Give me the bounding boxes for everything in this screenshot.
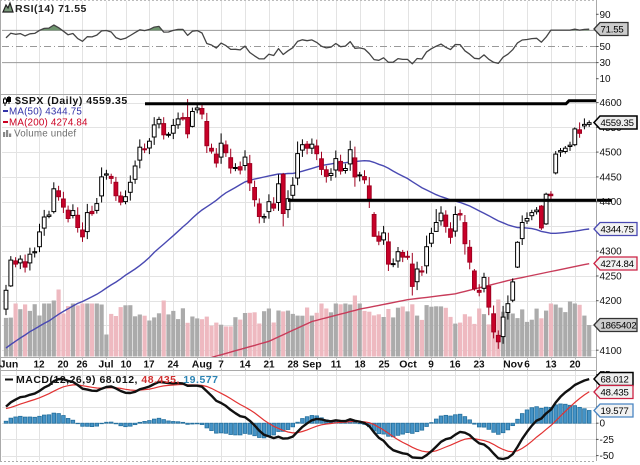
svg-text:12: 12 xyxy=(33,360,45,371)
svg-text:18: 18 xyxy=(354,360,366,371)
svg-text:Nov: Nov xyxy=(503,359,523,371)
svg-text:19.577: 19.577 xyxy=(601,406,629,417)
svg-text:16: 16 xyxy=(449,360,461,371)
svg-text:4300: 4300 xyxy=(600,247,623,258)
svg-text:Volume undef: Volume undef xyxy=(14,129,76,140)
svg-text:4400: 4400 xyxy=(600,197,623,208)
svg-text:13: 13 xyxy=(545,360,557,371)
svg-text:30: 30 xyxy=(600,58,612,69)
svg-text:4344.75: 4344.75 xyxy=(601,224,634,235)
svg-text:9: 9 xyxy=(428,360,434,371)
svg-text:21: 21 xyxy=(263,360,275,371)
svg-text:4450: 4450 xyxy=(600,172,623,183)
svg-text:71.55: 71.55 xyxy=(601,24,624,35)
svg-text:14: 14 xyxy=(239,360,251,371)
svg-text:4200: 4200 xyxy=(600,296,623,307)
svg-text:6: 6 xyxy=(524,360,530,371)
svg-text:17: 17 xyxy=(143,360,155,371)
svg-text:26: 26 xyxy=(76,360,88,371)
svg-text:4100: 4100 xyxy=(600,346,623,357)
svg-text:Aug: Aug xyxy=(192,359,212,371)
svg-text:10: 10 xyxy=(120,360,132,371)
svg-text:MACD(12,26,9) 68.012, 48.435,: MACD(12,26,9) 68.012, 48.435, 19.577 xyxy=(16,374,218,386)
svg-text:68.012: 68.012 xyxy=(601,374,629,385)
svg-text:MA(50) 4344.75: MA(50) 4344.75 xyxy=(9,107,82,118)
svg-text:4500: 4500 xyxy=(600,148,623,159)
svg-text:20: 20 xyxy=(569,360,581,371)
svg-text:28: 28 xyxy=(287,360,299,371)
svg-text:90: 90 xyxy=(600,10,612,21)
svg-text:4250: 4250 xyxy=(600,272,623,283)
svg-text:Jun: Jun xyxy=(0,359,18,371)
svg-text:Jul: Jul xyxy=(98,359,113,371)
svg-text:23: 23 xyxy=(473,360,485,371)
svg-text:20: 20 xyxy=(57,360,69,371)
svg-text:4600: 4600 xyxy=(600,98,623,109)
svg-text:4559.35: 4559.35 xyxy=(601,118,634,129)
svg-text:48.435: 48.435 xyxy=(601,387,629,398)
svg-text:10: 10 xyxy=(600,74,612,85)
svg-text:7: 7 xyxy=(218,360,224,371)
svg-text:Sep: Sep xyxy=(302,359,321,371)
svg-text:11: 11 xyxy=(331,360,342,371)
svg-text:50: 50 xyxy=(600,42,612,53)
svg-text:-50: -50 xyxy=(600,451,615,462)
svg-text:-25: -25 xyxy=(600,435,615,446)
svg-text:MA(200) 4274.84: MA(200) 4274.84 xyxy=(9,118,88,129)
svg-text:25: 25 xyxy=(378,360,390,371)
svg-text:4274.84: 4274.84 xyxy=(601,259,635,270)
svg-text:Oct: Oct xyxy=(399,359,417,371)
svg-text:0: 0 xyxy=(600,419,606,430)
svg-text:1865402: 1865402 xyxy=(601,320,637,331)
svg-text:$SPX (Daily) 4559.35: $SPX (Daily) 4559.35 xyxy=(15,95,128,107)
svg-text:24: 24 xyxy=(167,360,179,371)
svg-text:RSI(14) 71.55: RSI(14) 71.55 xyxy=(15,3,87,15)
